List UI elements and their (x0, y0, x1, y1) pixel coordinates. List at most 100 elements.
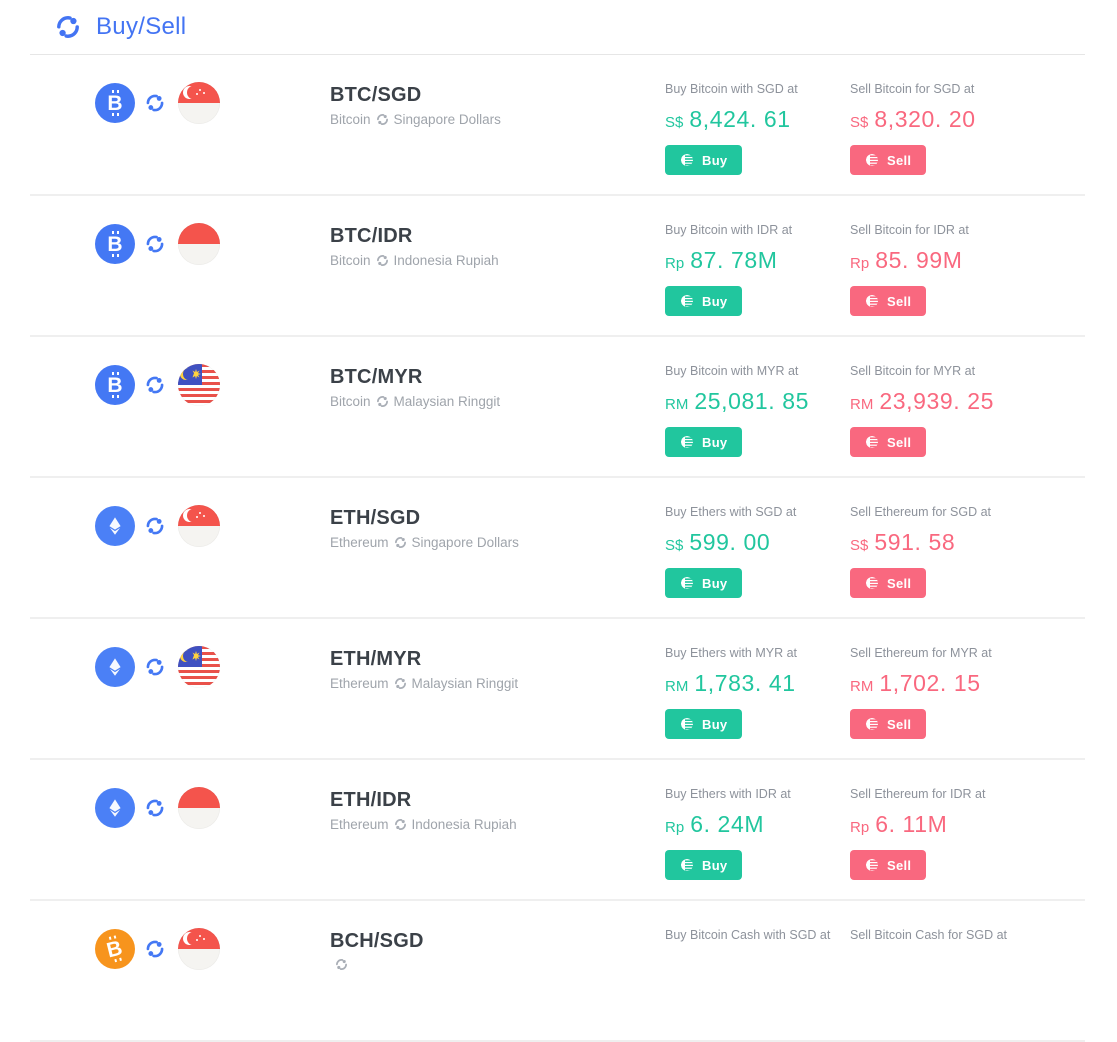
buy-button[interactable]: Buy (665, 286, 743, 316)
buy-button-label: Buy (702, 575, 728, 591)
buy-price: RM 25,081. 85 (665, 388, 850, 415)
buy-column: Buy Ethers with SGD at S$ 599. 00 Buy (665, 505, 850, 598)
coin-name: Bitcoin (330, 253, 371, 268)
pair-row: B (30, 337, 1085, 478)
sell-button[interactable]: Sell (850, 145, 927, 175)
bitcoin-b-glyph: B (107, 89, 123, 116)
buy-button[interactable]: Buy (665, 427, 743, 457)
sell-label: Sell Bitcoin Cash for SGD at (850, 928, 1008, 942)
sell-price: Rp 6. 11M (850, 811, 1085, 838)
pair-info: ETH/IDR Ethereum Indonesia Rupiah (330, 787, 665, 832)
convert-icon (55, 14, 81, 40)
buy-button[interactable]: Buy (665, 709, 743, 739)
sell-amount: 85. 99M (875, 247, 963, 273)
swap-icon (145, 798, 165, 818)
sell-label: Sell Bitcoin for IDR at (850, 223, 969, 237)
sell-label: Sell Bitcoin for MYR at (850, 364, 976, 378)
bitcoin-b-glyph: B (107, 371, 123, 398)
swap-icon (145, 657, 165, 677)
sell-column: Sell Bitcoin for MYR at RM 23,939. 25 Se… (850, 364, 1085, 457)
pair-subtitle (330, 958, 665, 971)
sell-button-label: Sell (887, 434, 912, 450)
buy-button-label: Buy (702, 434, 728, 450)
sell-button-label: Sell (887, 575, 912, 591)
coin-icon (866, 295, 878, 307)
buy-label: Buy Ethers with IDR at (665, 787, 791, 801)
buy-column: Buy Bitcoin Cash with SGD at (665, 928, 850, 978)
buy-label: Buy Bitcoin with MYR at (665, 364, 799, 378)
coin-icon (681, 859, 693, 871)
sell-currency-prefix: Rp (850, 255, 870, 272)
sell-button-label: Sell (887, 857, 912, 873)
buy-button-label: Buy (702, 152, 728, 168)
pair-row: B (30, 478, 1085, 619)
sell-price: RM 1,702. 15 (850, 670, 1085, 697)
coin-name: Ethereum (330, 676, 389, 691)
sell-button[interactable]: Sell (850, 709, 927, 739)
coin-icon (866, 436, 878, 448)
pair-title: ETH/MYR (330, 648, 422, 670)
stars-icon (199, 89, 201, 91)
sell-amount: 1,702. 15 (879, 670, 981, 696)
sell-column: Sell Ethereum for MYR at RM 1,702. 15 Se… (850, 646, 1085, 739)
currency-name: Malaysian Ringgit (411, 676, 519, 691)
sell-price: S$ 8,320. 20 (850, 106, 1085, 133)
pair-subtitle: Ethereum Malaysian Ringgit (330, 676, 665, 691)
pair-title: BTC/SGD (330, 84, 422, 106)
ethereum-glyph (109, 658, 121, 676)
flag-canton (178, 646, 202, 667)
currency-flag-icon (178, 646, 220, 688)
buy-column: Buy Bitcoin with SGD at S$ 8,424. 61 Buy (665, 82, 850, 175)
buy-button[interactable]: Buy (665, 568, 743, 598)
swap-icon-small (335, 958, 348, 971)
pair-icons: B (95, 787, 330, 829)
sell-label: Sell Ethereum for SGD at (850, 505, 992, 519)
sell-button-label: Sell (887, 293, 912, 309)
buy-column: Buy Ethers with MYR at RM 1,783. 41 Buy (665, 646, 850, 739)
pair-info: BTC/MYR Bitcoin Malaysian Ringgit (330, 364, 665, 409)
buy-price: Rp 6. 24M (665, 811, 850, 838)
currency-name: Singapore Dollars (411, 535, 519, 550)
sell-currency-prefix: S$ (850, 537, 869, 554)
buy-amount: 87. 78M (690, 247, 778, 273)
sell-button[interactable]: Sell (850, 850, 927, 880)
sell-column: Sell Bitcoin for SGD at S$ 8,320. 20 Sel… (850, 82, 1085, 175)
swap-icon-small (376, 395, 389, 408)
currency-name: Indonesia Rupiah (393, 253, 499, 268)
buy-button-label: Buy (702, 716, 728, 732)
buy-column: Buy Bitcoin with MYR at RM 25,081. 85 Bu… (665, 364, 850, 457)
coin-icon (681, 718, 693, 730)
buy-column: Buy Ethers with IDR at Rp 6. 24M Buy (665, 787, 850, 880)
sell-price: RM 23,939. 25 (850, 388, 1085, 415)
sell-button[interactable]: Sell (850, 427, 927, 457)
buy-button[interactable]: Buy (665, 850, 743, 880)
sell-button-label: Sell (887, 152, 912, 168)
pair-title: BCH/SGD (330, 930, 424, 952)
currency-flag-icon (178, 82, 220, 124)
pair-subtitle: Bitcoin Indonesia Rupiah (330, 253, 665, 268)
buy-price: S$ 599. 00 (665, 529, 850, 556)
page-header: Buy/Sell (30, 0, 1085, 55)
sell-label: Sell Ethereum for IDR at (850, 787, 986, 801)
coin-name: Ethereum (330, 535, 389, 550)
swap-icon-small (376, 113, 389, 126)
sell-currency-prefix: S$ (850, 114, 869, 131)
coin-icon (866, 577, 878, 589)
coin-name: Ethereum (330, 817, 389, 832)
pair-icons: B (95, 928, 330, 970)
buy-button[interactable]: Buy (665, 145, 743, 175)
coin-icon: B (95, 788, 135, 828)
swap-icon (145, 234, 165, 254)
buy-amount: 6. 24M (690, 811, 765, 837)
coin-icon: B (95, 224, 135, 264)
buy-amount: 599. 00 (689, 529, 771, 555)
buy-label: Buy Bitcoin Cash with SGD at (665, 928, 831, 942)
sell-button[interactable]: Sell (850, 568, 927, 598)
buy-currency-prefix: S$ (665, 537, 684, 554)
sell-button[interactable]: Sell (850, 286, 927, 316)
sell-button-label: Sell (887, 716, 912, 732)
swap-icon-small (376, 254, 389, 267)
coin-icon: B (95, 929, 135, 969)
pair-row: B (30, 901, 1085, 1042)
star-icon (192, 369, 201, 379)
